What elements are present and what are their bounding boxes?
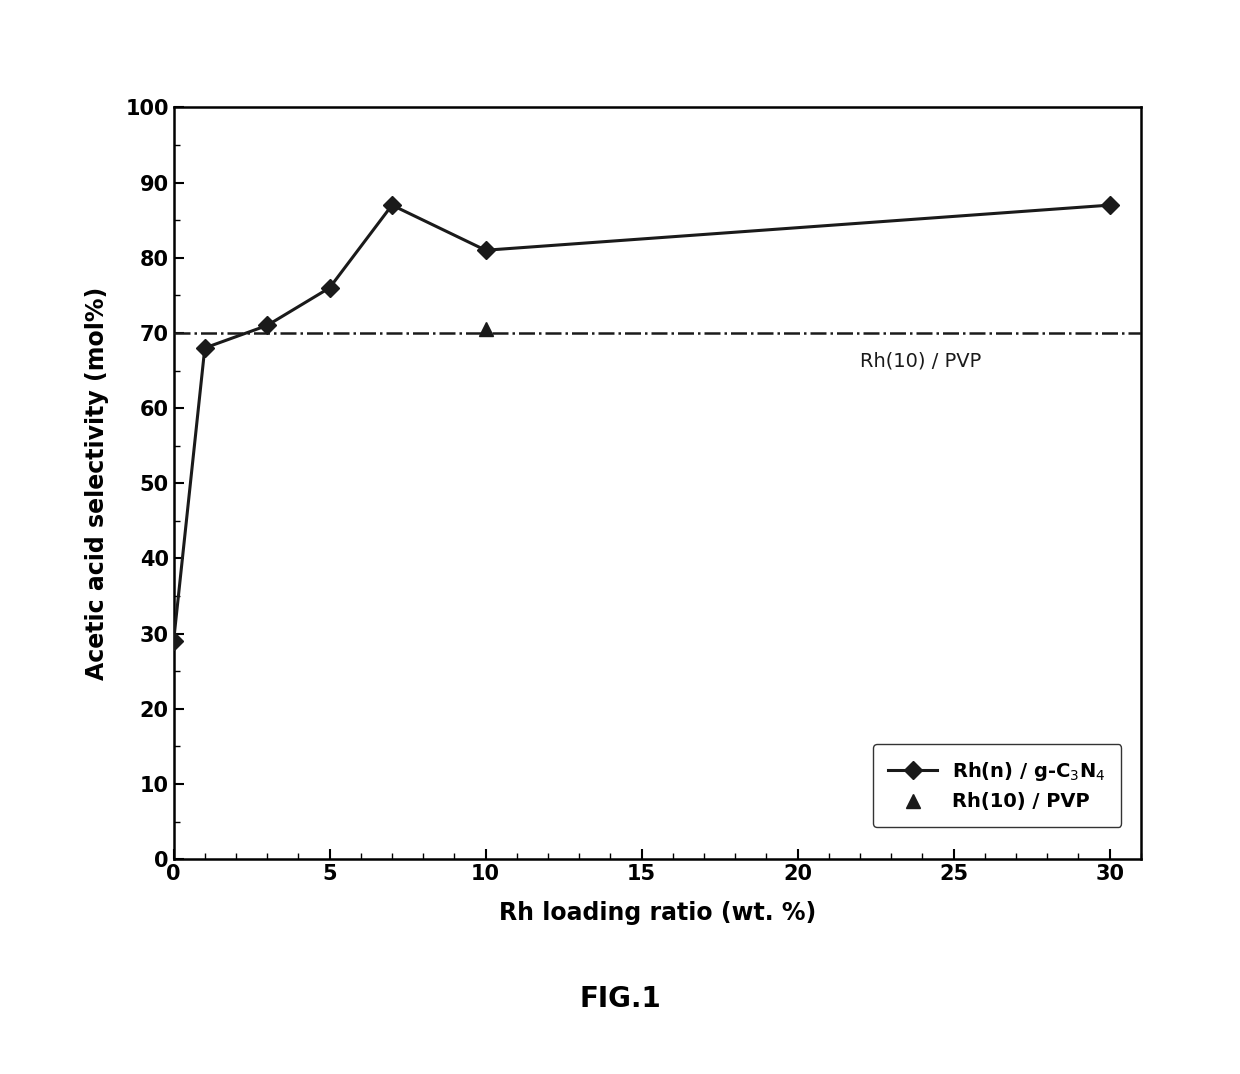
- Rh(n) / g-C$_3$N$_4$: [322, 281, 337, 294]
- Text: FIG.1: FIG.1: [579, 985, 661, 1013]
- Y-axis label: Acetic acid selectivity (mol%): Acetic acid selectivity (mol%): [84, 287, 109, 680]
- Text: Rh(10) / PVP: Rh(10) / PVP: [861, 352, 981, 371]
- Rh(n) / g-C$_3$N$_4$: [197, 342, 212, 354]
- X-axis label: Rh loading ratio (wt. %): Rh loading ratio (wt. %): [498, 901, 816, 925]
- Line: Rh(n) / g-C$_3$N$_4$: Rh(n) / g-C$_3$N$_4$: [167, 199, 1116, 648]
- Rh(n) / g-C$_3$N$_4$: [1102, 199, 1117, 212]
- Rh(n) / g-C$_3$N$_4$: [384, 199, 399, 212]
- Rh(n) / g-C$_3$N$_4$: [259, 319, 274, 332]
- Rh(n) / g-C$_3$N$_4$: [479, 244, 494, 257]
- Rh(n) / g-C$_3$N$_4$: [166, 635, 181, 648]
- Legend: Rh(n) / g-C$_3$N$_4$, Rh(10) / PVP: Rh(n) / g-C$_3$N$_4$, Rh(10) / PVP: [873, 744, 1121, 827]
